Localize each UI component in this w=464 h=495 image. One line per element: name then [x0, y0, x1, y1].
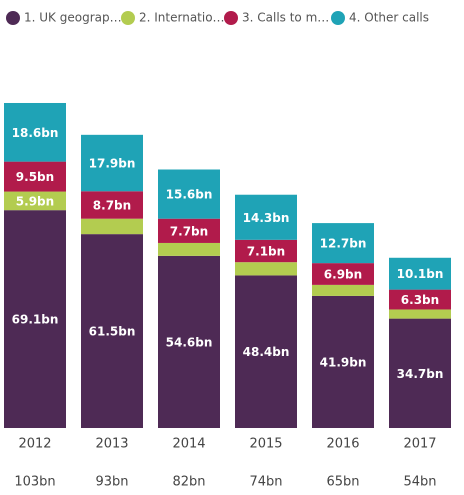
bar-segment: [4, 161, 66, 192]
bar-segment: [312, 295, 374, 428]
legend-marker: [121, 11, 135, 25]
legend-marker: [6, 11, 20, 25]
data-label: 15.6bn: [166, 188, 213, 202]
data-label: 48.4bn: [243, 345, 290, 359]
data-label: 69.1bn: [12, 313, 59, 327]
bar-segment: [389, 309, 451, 319]
data-label: 18.6bn: [12, 126, 59, 140]
data-label: 7.1bn: [247, 244, 285, 258]
bar-segment: [235, 262, 297, 276]
bar-segment: [81, 234, 143, 428]
bar-segment: [158, 242, 220, 256]
data-label: 41.9bn: [320, 355, 367, 369]
data-label: 54.6bn: [166, 335, 213, 349]
data-label: 8.7bn: [93, 198, 131, 212]
bar-segment: [81, 134, 143, 192]
bar-segment: [235, 194, 297, 240]
data-label: 6.3bn: [401, 293, 439, 307]
bar-segment: [235, 239, 297, 263]
x-tick-label: 2015: [249, 437, 282, 452]
bar-segment: [4, 210, 66, 428]
legend-label: 3. Calls to m…: [242, 11, 329, 25]
legend-label: 2. Internatio…: [139, 11, 225, 25]
bar-segment: [81, 218, 143, 235]
bar-segment: [4, 102, 66, 162]
data-label: 61.5bn: [89, 325, 136, 339]
bar-segment: [389, 318, 451, 428]
total-label: 93bn: [95, 475, 128, 490]
bar-segment: [158, 169, 220, 219]
x-tick-label: 2012: [18, 437, 51, 452]
bar-segment: [235, 275, 297, 428]
legend-marker: [224, 11, 238, 25]
legend-label: 4. Other calls: [349, 11, 429, 25]
total-label: 65bn: [326, 475, 359, 490]
legend-label: 1. UK geograp…: [24, 11, 122, 25]
total-label: 82bn: [172, 475, 205, 490]
data-label: 12.7bn: [320, 237, 367, 251]
data-label: 14.3bn: [243, 211, 290, 225]
bar-segment: [158, 255, 220, 428]
bar-segment: [312, 263, 374, 285]
legend-marker: [331, 11, 345, 25]
total-label: 103bn: [14, 475, 55, 490]
bar-segment: [389, 289, 451, 310]
bar-segment: [158, 218, 220, 243]
bar-segment: [4, 191, 66, 211]
bar-segment: [389, 257, 451, 290]
x-tick-label: 2016: [326, 437, 359, 452]
x-tick-label: 2014: [172, 437, 205, 452]
data-label: 7.7bn: [170, 224, 208, 238]
data-label: 6.9bn: [324, 268, 362, 282]
bar-segment: [312, 284, 374, 296]
x-tick-label: 2017: [403, 437, 436, 452]
total-label: 74bn: [249, 475, 282, 490]
data-label: 34.7bn: [397, 367, 444, 381]
bar-segment: [81, 191, 143, 219]
total-label: 54bn: [403, 475, 436, 490]
bar-segment: [312, 223, 374, 264]
x-tick-label: 2013: [95, 437, 128, 452]
data-label: 17.9bn: [89, 157, 136, 171]
data-label: 10.1bn: [397, 267, 444, 281]
data-label: 5.9bn: [16, 194, 54, 208]
data-label: 9.5bn: [16, 170, 54, 184]
